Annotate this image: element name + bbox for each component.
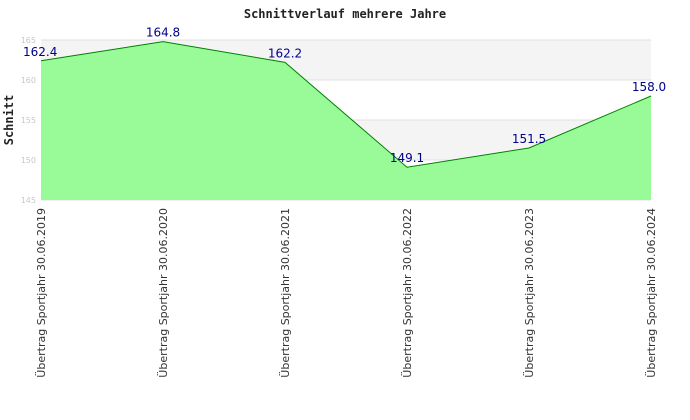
data-label: 162.2 [268, 46, 302, 60]
data-label: 151.5 [512, 132, 546, 146]
y-tick-label: 155 [21, 116, 36, 125]
series-line [40, 41, 652, 168]
data-label: 149.1 [390, 151, 424, 165]
chart-title: Schnittverlauf mehrere Jahre [244, 7, 446, 21]
y-tick-label: 150 [21, 156, 36, 165]
data-label: 164.8 [146, 26, 180, 40]
area-fill [41, 41, 651, 200]
x-tick-label: Übertrag Sportjahr 30.06.2023 [523, 208, 536, 378]
y-tick-label: 165 [21, 36, 36, 45]
x-tick-label: Übertrag Sportjahr 30.06.2021 [279, 208, 292, 378]
x-tick-label: Übertrag Sportjahr 30.06.2020 [157, 208, 170, 378]
x-tick-label: Übertrag Sportjahr 30.06.2019 [35, 208, 48, 378]
data-label: 158.0 [632, 80, 666, 94]
y-tick-label: 145 [21, 196, 36, 205]
x-tick-label: Übertrag Sportjahr 30.06.2022 [401, 208, 414, 378]
data-label: 162.4 [23, 45, 57, 59]
x-tick-label: Übertrag Sportjahr 30.06.2024 [645, 208, 658, 378]
y-axis-label: Schnitt [2, 95, 16, 146]
y-tick-label: 160 [21, 76, 36, 85]
